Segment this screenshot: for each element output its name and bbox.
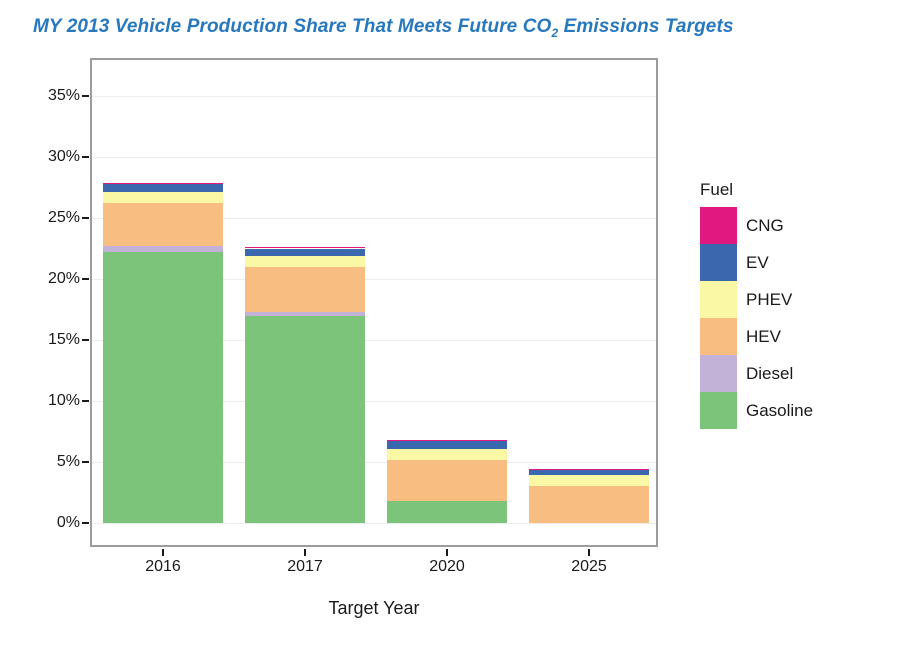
y-tick-mark-10	[82, 400, 89, 402]
bar-segment-gasoline-2020	[387, 501, 507, 523]
y-tick-mark-35	[82, 95, 89, 97]
x-tick-mark-2016	[162, 549, 164, 556]
x-tick-mark-2025	[588, 549, 590, 556]
x-tick-mark-2017	[304, 549, 306, 556]
chart-title-tail: Emissions Targets	[558, 16, 734, 37]
bar-segment-hev-2016	[103, 203, 223, 247]
bar-segment-phev-2016	[103, 192, 223, 204]
legend-row-hev: HEV	[700, 318, 813, 355]
bar-segment-ev-2016	[103, 183, 223, 193]
y-tick-label-35: 35%	[47, 87, 80, 104]
bar-segment-gasoline-2016	[103, 252, 223, 523]
bar-segment-hev-2017	[245, 266, 365, 312]
gridline-35	[92, 96, 656, 97]
legend-label-phev: PHEV	[746, 289, 793, 309]
y-tick-mark-30	[82, 156, 89, 158]
legend-row-phev: PHEV	[700, 281, 813, 318]
y-tick-mark-25	[82, 217, 89, 219]
legend-label-diesel: Diesel	[746, 363, 794, 383]
y-tick-label-10: 10%	[47, 392, 80, 409]
legend-swatch-cng	[700, 207, 737, 244]
legend-swatch-gasoline	[700, 392, 737, 429]
bar-segment-phev-2025	[529, 475, 649, 487]
legend-swatch-phev	[700, 281, 737, 318]
x-tick-label-2025: 2025	[571, 558, 607, 575]
y-tick-mark-20	[82, 278, 89, 280]
legend-label-hev: HEV	[746, 326, 781, 346]
bar-segment-hev-2025	[529, 486, 649, 523]
bar-segment-gasoline-2017	[245, 315, 365, 523]
legend-row-gasoline: Gasoline	[700, 392, 813, 429]
y-tick-label-15: 15%	[47, 331, 80, 348]
bar-segment-cng-2016	[103, 182, 223, 184]
gridline-30	[92, 157, 656, 158]
bar-segment-cng-2020	[387, 440, 507, 442]
legend-swatch-ev	[700, 244, 737, 281]
legend-title: Fuel	[700, 180, 734, 199]
legend-row-ev: EV	[700, 244, 813, 281]
plot-area	[90, 58, 658, 547]
bar-segment-hev-2020	[387, 459, 507, 502]
bar-segment-ev-2017	[245, 248, 365, 256]
y-tick-label-30: 30%	[47, 148, 80, 165]
gridline-5	[92, 462, 656, 463]
legend-swatch-hev	[700, 318, 737, 355]
x-tick-label-2016: 2016	[145, 558, 181, 575]
chart-title: MY 2013 Vehicle Production Share That Me…	[33, 16, 734, 40]
bar-segment-phev-2017	[245, 255, 365, 267]
y-tick-label-0: 0%	[56, 514, 80, 531]
y-tick-label-20: 20%	[47, 270, 80, 287]
y-tick-mark-15	[82, 339, 89, 341]
legend-row-diesel: Diesel	[700, 355, 813, 392]
x-tick-label-2020: 2020	[429, 558, 465, 575]
bar-segment-diesel-2016	[103, 246, 223, 253]
legend-swatch-diesel	[700, 355, 737, 392]
x-tick-label-2017: 2017	[287, 558, 323, 575]
y-tick-label-25: 25%	[47, 209, 80, 226]
x-axis-title: Target Year	[328, 598, 420, 618]
chart-title-main: MY 2013 Vehicle Production Share That Me…	[33, 16, 552, 37]
legend: Fuel CNG EV PHEV HEV Diesel Gasoline	[700, 180, 813, 429]
gridline-10	[92, 401, 656, 402]
chart-title-subscript: 2	[551, 26, 559, 40]
gridline-15	[92, 340, 656, 341]
y-tick-mark-5	[82, 461, 89, 463]
gridline-25	[92, 218, 656, 219]
bar-segment-cng-2017	[245, 247, 365, 249]
bar-segment-ev-2025	[529, 469, 649, 476]
legend-label-cng: CNG	[746, 215, 784, 235]
gridline-20	[92, 279, 656, 280]
bar-segment-cng-2025	[529, 468, 649, 470]
gridline-0	[92, 523, 656, 524]
legend-label-ev: EV	[746, 252, 769, 272]
y-tick-label-5: 5%	[56, 453, 80, 470]
bar-segment-phev-2020	[387, 448, 507, 460]
x-tick-mark-2020	[446, 549, 448, 556]
legend-row-cng: CNG	[700, 207, 813, 244]
bar-segment-ev-2020	[387, 441, 507, 449]
bar-segment-diesel-2017	[245, 311, 365, 316]
y-tick-mark-0	[82, 522, 89, 524]
legend-label-gasoline: Gasoline	[746, 400, 814, 420]
legend-rows: CNG EV PHEV HEV Diesel Gasoline	[700, 207, 813, 429]
